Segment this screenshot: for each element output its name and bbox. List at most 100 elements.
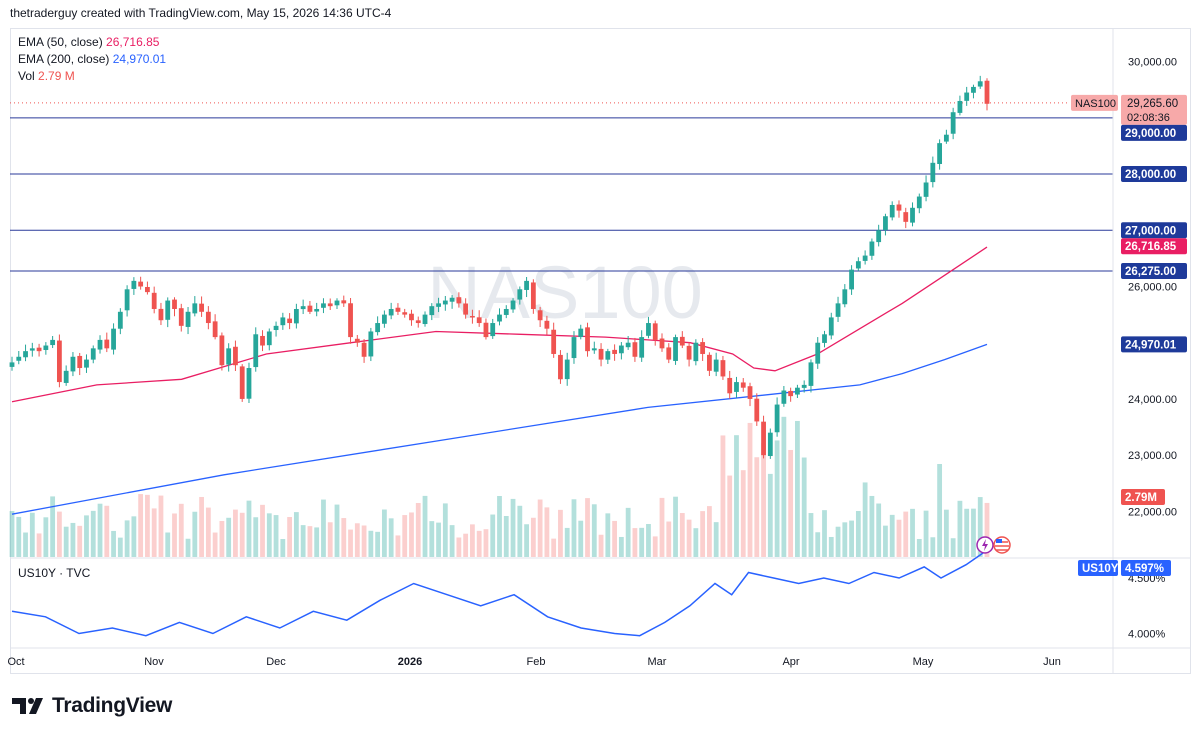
candle[interactable] xyxy=(90,345,96,364)
candle[interactable] xyxy=(381,310,387,328)
candle[interactable] xyxy=(23,344,28,362)
candle[interactable] xyxy=(124,285,130,317)
candle[interactable] xyxy=(537,306,543,327)
candle[interactable] xyxy=(950,107,956,140)
level-badge[interactable]: 26,275.00 xyxy=(1121,263,1187,280)
candle[interactable] xyxy=(239,364,245,402)
candle[interactable] xyxy=(226,343,232,372)
candle[interactable] xyxy=(307,300,313,315)
candle[interactable] xyxy=(395,303,401,315)
candle[interactable] xyxy=(348,297,353,344)
candle[interactable] xyxy=(321,298,326,314)
candle[interactable] xyxy=(815,337,821,369)
candle[interactable] xyxy=(957,95,963,116)
candle[interactable] xyxy=(842,284,848,308)
candle[interactable] xyxy=(483,318,489,340)
candle[interactable] xyxy=(287,313,293,330)
candle[interactable] xyxy=(70,352,76,377)
candle[interactable] xyxy=(598,343,604,367)
candle[interactable] xyxy=(429,303,435,321)
us10y-symbol-badge[interactable]: US10Y xyxy=(1078,560,1119,576)
candle[interactable] xyxy=(930,156,936,188)
candle[interactable] xyxy=(497,308,502,326)
candle[interactable] xyxy=(984,78,990,111)
candle[interactable] xyxy=(463,298,469,319)
candle[interactable] xyxy=(862,250,868,265)
candle[interactable] xyxy=(436,297,441,313)
candle[interactable] xyxy=(706,352,712,376)
legend-vol[interactable]: Vol 2.79 M xyxy=(18,68,166,85)
candle[interactable] xyxy=(585,322,590,357)
last-price-badge[interactable]: 29,265.60 02:08:36 xyxy=(1121,94,1187,125)
ema200-line[interactable] xyxy=(11,343,988,515)
candle[interactable] xyxy=(558,350,563,384)
candle[interactable] xyxy=(354,334,360,347)
candle[interactable] xyxy=(903,207,909,229)
candle[interactable] xyxy=(205,306,211,330)
legend-ema50[interactable]: EMA (50, close) 26,716.85 xyxy=(18,34,166,51)
candle[interactable] xyxy=(300,299,306,315)
candle[interactable] xyxy=(314,302,320,317)
candle[interactable] xyxy=(761,415,766,459)
candle[interactable] xyxy=(43,342,49,355)
candle[interactable] xyxy=(747,382,753,407)
candle[interactable] xyxy=(151,286,157,314)
candle[interactable] xyxy=(544,315,550,335)
candle[interactable] xyxy=(131,277,137,295)
candle[interactable] xyxy=(977,75,983,89)
candle[interactable] xyxy=(578,324,584,340)
candle[interactable] xyxy=(165,297,171,328)
candle[interactable] xyxy=(883,213,888,236)
candle[interactable] xyxy=(713,352,719,377)
candle[interactable] xyxy=(774,397,780,437)
candle[interactable] xyxy=(828,312,834,340)
candle[interactable] xyxy=(700,338,706,361)
us10y-line[interactable] xyxy=(11,549,988,637)
candle[interactable] xyxy=(375,316,381,336)
candle[interactable] xyxy=(327,298,333,310)
candle[interactable] xyxy=(686,342,692,367)
candle[interactable] xyxy=(185,307,191,335)
candle[interactable] xyxy=(801,380,807,393)
candle[interactable] xyxy=(693,339,699,366)
ema50-badge[interactable]: 26,716.85 xyxy=(1121,238,1187,255)
candle[interactable] xyxy=(199,296,204,317)
candle[interactable] xyxy=(591,341,597,354)
candle[interactable] xyxy=(937,139,943,170)
candle[interactable] xyxy=(233,340,238,371)
candle[interactable] xyxy=(334,298,340,309)
candle[interactable] xyxy=(734,376,739,398)
candle[interactable] xyxy=(788,387,794,402)
candle[interactable] xyxy=(449,295,455,309)
candle[interactable] xyxy=(178,303,184,332)
level-badge[interactable]: 27,000.00 xyxy=(1121,222,1187,239)
candle[interactable] xyxy=(422,311,428,327)
candle[interactable] xyxy=(605,348,611,364)
us10y-value-badge[interactable]: 4.597% xyxy=(1121,560,1171,576)
candle[interactable] xyxy=(808,359,814,393)
legend-ema200[interactable]: EMA (200, close) 24,970.01 xyxy=(18,51,166,68)
candle[interactable] xyxy=(612,344,618,361)
candle[interactable] xyxy=(767,428,773,459)
candle[interactable] xyxy=(456,292,462,308)
candle[interactable] xyxy=(835,296,841,323)
candle[interactable] xyxy=(510,298,516,313)
candle[interactable] xyxy=(266,328,272,351)
ema200-badge[interactable]: 24,970.01 xyxy=(1121,336,1187,353)
candle[interactable] xyxy=(361,339,367,363)
candle[interactable] xyxy=(849,265,854,295)
candle[interactable] xyxy=(855,257,861,271)
candle[interactable] xyxy=(9,356,15,371)
candle[interactable] xyxy=(910,202,915,227)
candle[interactable] xyxy=(781,386,787,407)
candle[interactable] xyxy=(517,286,523,305)
candle[interactable] xyxy=(368,327,374,362)
candle[interactable] xyxy=(490,318,496,339)
candle[interactable] xyxy=(16,350,22,365)
candle[interactable] xyxy=(260,330,265,352)
candle[interactable] xyxy=(29,342,35,357)
candle[interactable] xyxy=(111,323,116,355)
candle[interactable] xyxy=(415,316,421,328)
candle[interactable] xyxy=(117,308,123,335)
candle[interactable] xyxy=(679,331,685,349)
